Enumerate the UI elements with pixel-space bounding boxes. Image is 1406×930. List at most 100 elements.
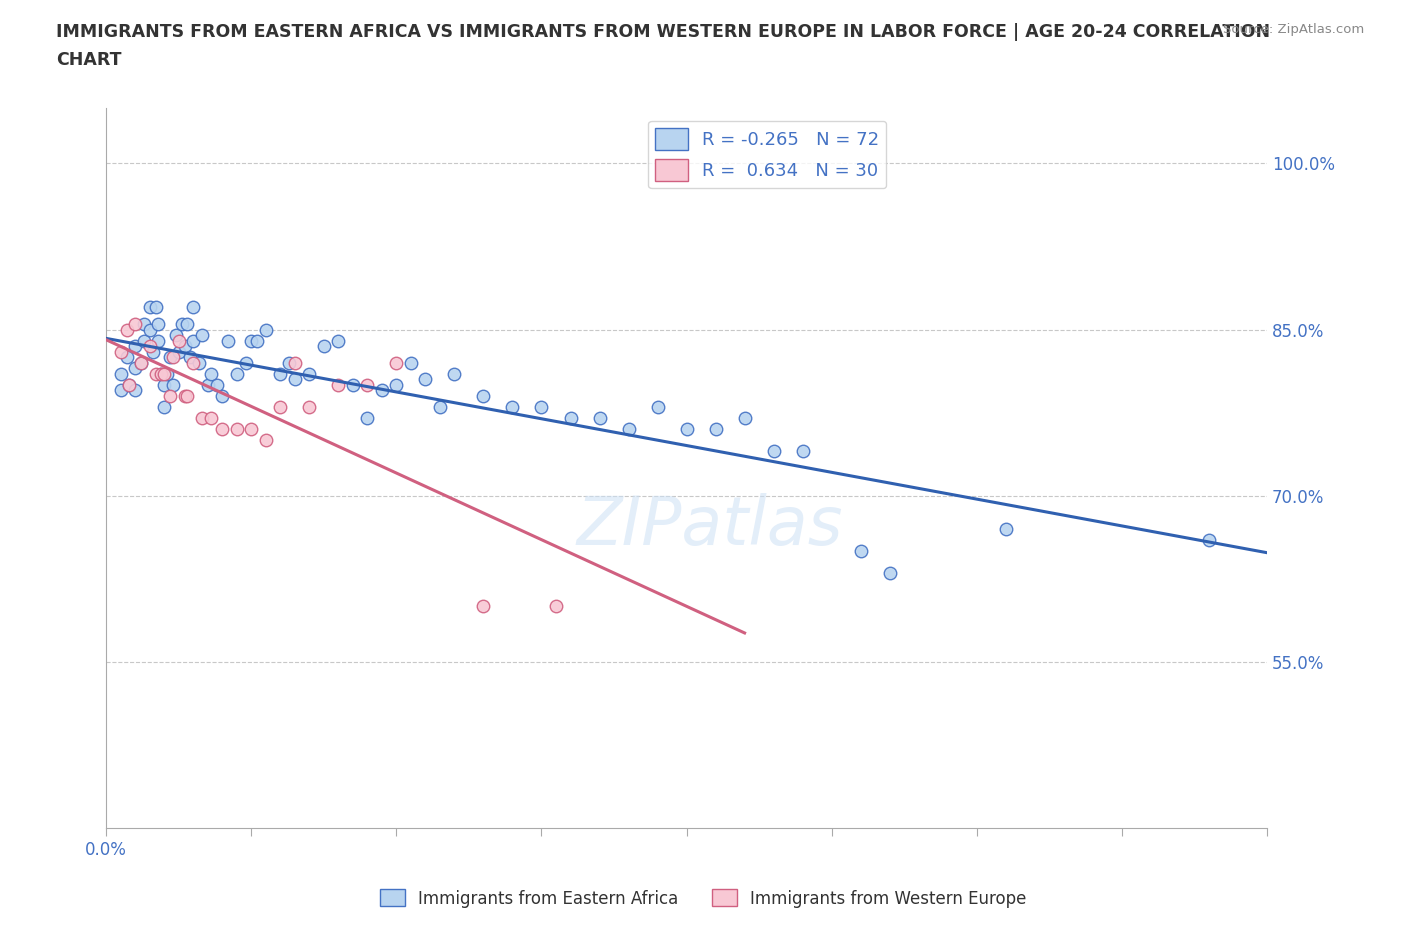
Point (150, 366, 173, 381)
Point (415, 372, 437, 387)
Point (139, 300, 162, 315)
Point (501, 400, 523, 415)
Point (284, 355, 307, 370)
Point (165, 327, 187, 342)
Point (284, 372, 307, 387)
Point (371, 383, 394, 398)
Point (110, 344, 132, 359)
Point (254, 432, 277, 447)
Point (647, 400, 669, 415)
Point (181, 333, 204, 348)
Point (312, 339, 335, 353)
Point (110, 366, 132, 381)
Point (110, 383, 132, 398)
Point (197, 378, 219, 392)
Point (129, 355, 152, 370)
Point (225, 422, 247, 437)
Point (328, 378, 350, 392)
Point (278, 355, 301, 370)
Point (162, 378, 184, 392)
Legend: R = -0.265   N = 72, R =  0.634   N = 30: R = -0.265 N = 72, R = 0.634 N = 30 (648, 121, 886, 188)
Point (115, 350, 138, 365)
Point (385, 378, 408, 392)
Point (246, 333, 269, 348)
Text: Source: ZipAtlas.com: Source: ZipAtlas.com (1223, 23, 1364, 36)
Point (205, 378, 228, 392)
Point (617, 422, 640, 437)
Point (675, 422, 697, 437)
Point (472, 389, 495, 404)
Point (179, 350, 201, 365)
Point (153, 400, 176, 415)
Point (342, 378, 364, 392)
Point (200, 411, 222, 426)
Point (298, 366, 321, 381)
Point (176, 316, 198, 331)
Point (129, 355, 152, 370)
Point (429, 400, 451, 415)
Point (173, 339, 195, 353)
Point (240, 422, 263, 437)
Point (472, 599, 495, 614)
Point (132, 316, 155, 331)
Point (124, 361, 146, 376)
Point (734, 411, 756, 426)
Point (792, 444, 814, 458)
Point (240, 333, 263, 348)
Point (849, 544, 872, 559)
Point (145, 300, 167, 315)
Point (356, 411, 378, 426)
Point (148, 316, 170, 331)
Text: CHART: CHART (56, 51, 122, 69)
Point (153, 366, 176, 381)
Point (704, 422, 727, 437)
Point (560, 411, 582, 426)
Point (132, 333, 155, 348)
Point (1198, 533, 1220, 548)
Point (173, 389, 195, 404)
Point (118, 378, 141, 392)
Point (225, 366, 247, 381)
Point (181, 300, 204, 315)
Point (115, 322, 138, 337)
Point (139, 322, 162, 337)
Point (269, 400, 291, 415)
Point (142, 344, 165, 359)
Point (200, 366, 222, 381)
Point (588, 411, 610, 426)
Point (328, 333, 350, 348)
Point (181, 355, 204, 370)
Point (167, 344, 190, 359)
Point (159, 389, 181, 404)
Point (191, 327, 214, 342)
Point (148, 333, 170, 348)
Point (269, 366, 291, 381)
Point (153, 378, 176, 392)
Point (443, 366, 465, 381)
Point (544, 599, 567, 614)
Point (762, 444, 785, 458)
Point (994, 522, 1017, 537)
Point (879, 565, 901, 580)
Point (217, 333, 239, 348)
Text: ZIPatlas: ZIPatlas (576, 493, 844, 559)
Point (176, 389, 198, 404)
Point (399, 355, 422, 370)
Point (170, 316, 193, 331)
Legend: Immigrants from Eastern Africa, Immigrants from Western Europe: Immigrants from Eastern Africa, Immigran… (373, 883, 1033, 914)
Point (254, 322, 277, 337)
Point (298, 400, 321, 415)
Point (385, 355, 408, 370)
Text: IMMIGRANTS FROM EASTERN AFRICA VS IMMIGRANTS FROM WESTERN EUROPE IN LABOR FORCE : IMMIGRANTS FROM EASTERN AFRICA VS IMMIGR… (56, 23, 1271, 41)
Point (211, 422, 233, 437)
Point (156, 366, 179, 381)
Point (356, 378, 378, 392)
Point (145, 366, 167, 381)
Point (118, 378, 141, 392)
Point (191, 411, 214, 426)
Point (124, 339, 146, 353)
Point (124, 383, 146, 398)
Point (139, 339, 162, 353)
Point (150, 366, 173, 381)
Point (167, 333, 190, 348)
